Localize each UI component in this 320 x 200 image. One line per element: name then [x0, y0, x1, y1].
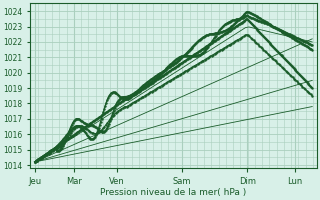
X-axis label: Pression niveau de la mer( hPa ): Pression niveau de la mer( hPa ): [100, 188, 247, 197]
